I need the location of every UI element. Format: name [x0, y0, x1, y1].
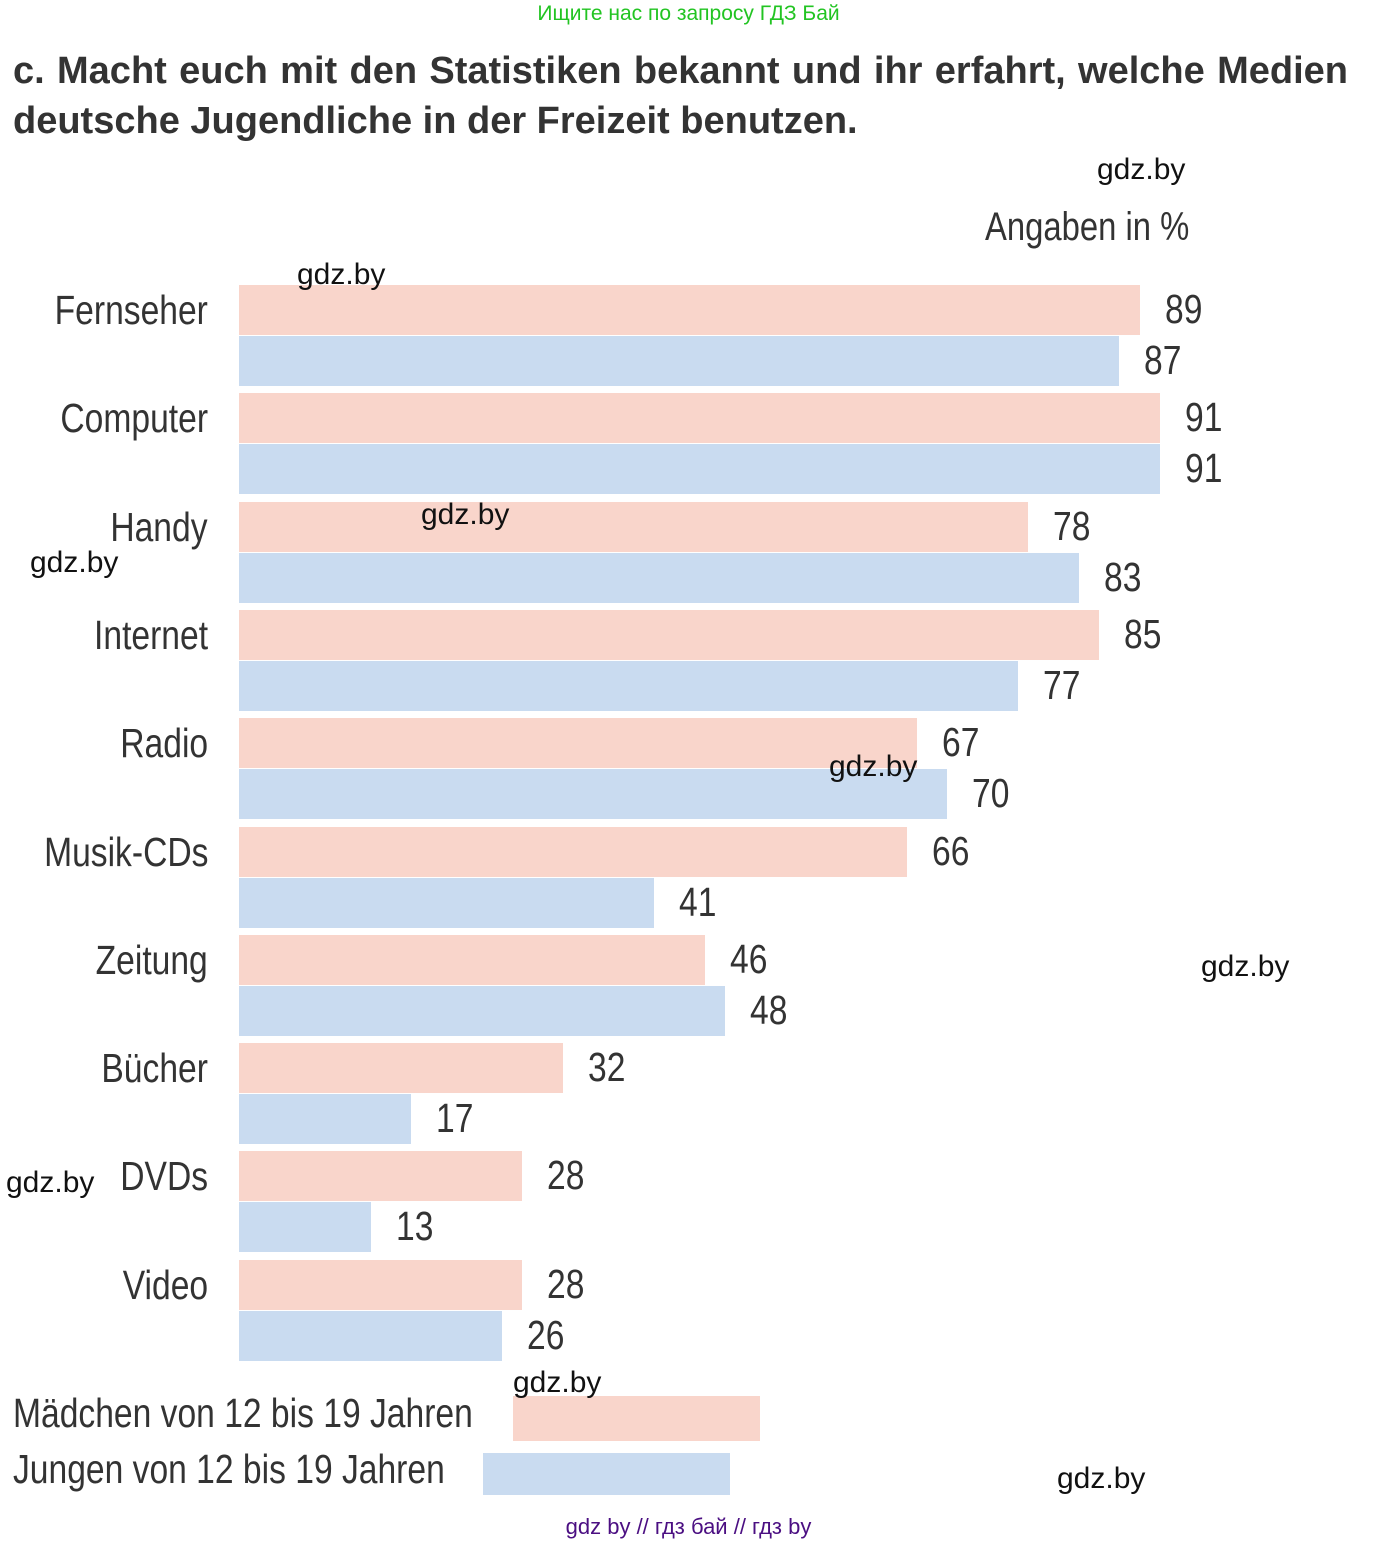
legend-label-girls: Mädchen von 12 bis 19 Jahren	[13, 1390, 473, 1436]
value-label: 17	[436, 1095, 474, 1142]
bar-boys	[239, 552, 1079, 603]
category-label: DVDs	[120, 1153, 208, 1200]
value-label: 91	[1184, 394, 1223, 441]
footer-links: gdz by // гдз бай // гдз by	[565, 1514, 812, 1539]
bar-girls	[239, 826, 907, 877]
value-label: 91	[1184, 445, 1223, 492]
bar-boys	[239, 877, 654, 928]
category-label: Internet	[93, 611, 208, 658]
value-label: 28	[547, 1152, 585, 1199]
bar-girls	[239, 718, 918, 769]
bar-boys	[239, 1094, 412, 1145]
value-label: 77	[1043, 661, 1081, 708]
value-label: 26	[527, 1311, 565, 1358]
bar-boys	[239, 1202, 371, 1253]
bar-boys	[239, 985, 725, 1036]
bar-girls	[239, 1043, 563, 1094]
bar-girls	[239, 934, 705, 985]
bar-girls	[239, 1259, 523, 1310]
exercise-heading: c. Macht euch mit den Statistiken bekann…	[13, 50, 1348, 142]
legend-swatch-boys	[483, 1453, 730, 1495]
watermark: gdz.by	[6, 1166, 95, 1199]
value-label: 89	[1164, 286, 1203, 332]
bar-girls	[239, 1151, 523, 1202]
watermark: gdz.by	[30, 546, 119, 579]
category-label: Handy	[110, 503, 208, 550]
value-label: 48	[749, 986, 788, 1033]
bar-girls	[239, 501, 1029, 552]
bar-girls	[239, 609, 1100, 660]
watermark: gdz.by	[829, 750, 918, 783]
value-label: 70	[972, 770, 1010, 817]
value-label: 83	[1103, 553, 1142, 600]
bar-boys	[239, 660, 1019, 711]
value-label: 32	[587, 1044, 626, 1091]
value-label: 41	[678, 878, 717, 925]
bar-boys	[239, 336, 1120, 386]
value-label: 78	[1053, 502, 1091, 549]
unit-label: Angaben in %	[985, 205, 1190, 249]
watermark: gdz.by	[297, 258, 386, 291]
bar-boys	[239, 1310, 503, 1361]
value-label: 66	[931, 827, 970, 874]
value-label: 85	[1124, 610, 1162, 657]
category-label: Bücher	[101, 1045, 208, 1092]
category-label: Fernseher	[54, 287, 208, 333]
value-label: 46	[729, 935, 767, 982]
value-label: 67	[942, 719, 980, 766]
watermark: gdz.by	[1097, 153, 1186, 186]
category-label: Video	[122, 1261, 208, 1308]
value-label: 13	[395, 1203, 433, 1250]
legend-swatch-girls	[513, 1396, 760, 1441]
watermark: gdz.by	[421, 498, 510, 531]
value-label: 28	[547, 1260, 585, 1307]
value-label: 87	[1144, 337, 1182, 383]
watermark: gdz.by	[1201, 950, 1290, 983]
bar-boys	[239, 444, 1160, 495]
bar-girls	[239, 393, 1160, 444]
watermark: gdz.by	[513, 1366, 602, 1399]
bar-girls	[239, 285, 1140, 335]
category-label: Zeitung	[95, 936, 208, 983]
category-label: Musik-CDs	[43, 828, 208, 875]
legend-label-boys: Jungen von 12 bis 19 Jahren	[13, 1446, 445, 1492]
top-note: Ищите нас по запросу ГДЗ Бай	[537, 2, 840, 25]
category-label: Radio	[120, 720, 208, 767]
watermark: gdz.by	[1057, 1462, 1146, 1495]
bar-boys	[239, 769, 948, 820]
category-label: Computer	[60, 395, 208, 442]
